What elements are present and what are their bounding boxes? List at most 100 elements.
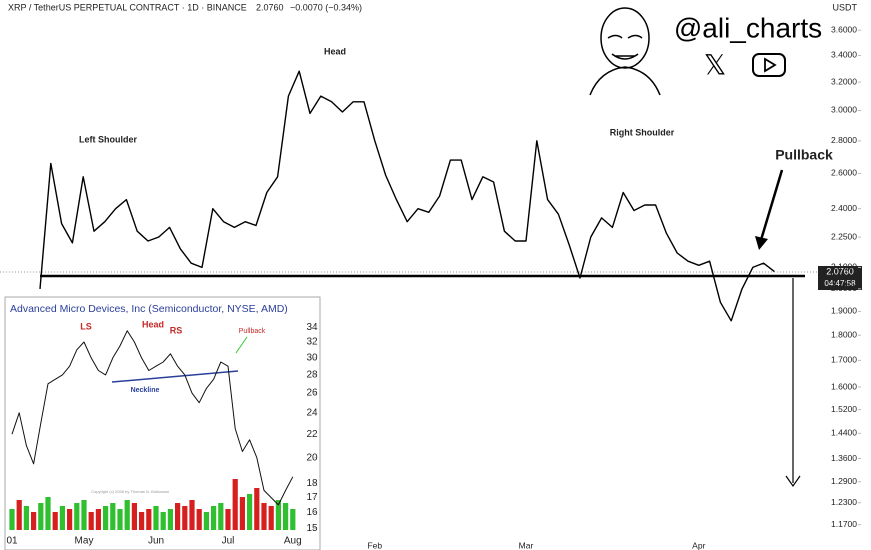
- x-tick-label: May: [75, 536, 94, 547]
- unit-label: USDT: [833, 2, 858, 12]
- annotation: Head: [142, 319, 164, 329]
- volume-bar: [131, 503, 137, 530]
- volume-bar: [31, 512, 37, 530]
- x-icon: 𝕏: [704, 49, 727, 80]
- y-tick-label: 1.2900: [831, 476, 857, 486]
- volume-bar: [9, 509, 15, 530]
- volume-bar: [239, 497, 245, 530]
- price-box: [818, 266, 862, 290]
- volume-bar: [59, 506, 65, 530]
- volume-bar: [16, 500, 22, 530]
- annotation: Pullback: [239, 328, 266, 335]
- price: 2.0760: [256, 2, 284, 12]
- y-tick-label: 17: [306, 492, 318, 503]
- y-tick-label: 2.6000: [831, 168, 857, 178]
- volume-bar: [146, 509, 152, 530]
- y-tick-label: 20: [306, 452, 318, 463]
- arrow-head: [755, 236, 768, 250]
- y-tick-label: 16: [306, 507, 318, 518]
- y-tick-label: 1.1700: [831, 519, 857, 529]
- price-line: [39, 70, 775, 322]
- x-tick-label: 01: [6, 536, 18, 547]
- annotation: Pullback: [775, 147, 833, 163]
- y-tick-label: 3.4000: [831, 50, 857, 60]
- volume-bar: [38, 503, 44, 530]
- y-tick-label: 28: [306, 370, 318, 381]
- volume-bar: [189, 500, 195, 530]
- annotation: Right Shoulder: [610, 127, 675, 137]
- inset: Advanced Micro Devices, Inc (Semiconduct…: [4, 296, 321, 550]
- y-tick-label: 1.7000: [831, 355, 857, 365]
- annotation: Head: [324, 46, 346, 56]
- volume-bar: [247, 494, 253, 530]
- y-tick-label: 18: [306, 478, 318, 489]
- volume-bar: [160, 512, 166, 530]
- x-tick-label: Jun: [148, 536, 164, 547]
- copyright: Copyright (c) 2006 by Thomas N. Bulkowsk…: [91, 489, 169, 494]
- handle: @ali_charts: [674, 12, 822, 43]
- volume-bar: [117, 509, 123, 530]
- annotation: RS: [170, 325, 183, 335]
- y-tick-label: 1.9000: [831, 306, 857, 316]
- y-tick-label: 1.3600: [831, 453, 857, 463]
- volume-bar: [211, 506, 217, 530]
- volume-bar: [139, 512, 145, 530]
- volume-bar: [225, 509, 231, 530]
- volume-bar: [45, 497, 51, 530]
- volume-bar: [103, 506, 109, 530]
- y-tick-label: 26: [306, 388, 318, 399]
- pullback-arrow: [235, 336, 248, 354]
- annotation: LS: [80, 321, 92, 331]
- y-tick-label: 1.2300: [831, 497, 857, 507]
- volume-bar: [52, 512, 58, 530]
- volume-bar: [95, 509, 101, 530]
- inset-frame: [4, 296, 321, 550]
- inset-title: Advanced Micro Devices, Inc (Semiconduct…: [10, 303, 288, 315]
- y-tick-label: 2.4000: [831, 203, 857, 213]
- x-tick-label: Mar: [519, 540, 534, 550]
- volume-bar: [110, 503, 116, 530]
- volume-bar: [203, 512, 209, 530]
- volume-bar: [268, 506, 274, 530]
- youtube-play: [764, 57, 777, 73]
- volume-bar: [81, 500, 87, 530]
- x-tick-label: Aug: [284, 536, 302, 547]
- countdown: 04:47:58: [824, 279, 856, 288]
- volume-bar: [290, 509, 296, 530]
- price-line: [11, 330, 294, 506]
- volume-bar: [67, 509, 73, 530]
- volume-bar: [153, 506, 159, 530]
- volume-bar: [254, 488, 260, 530]
- arrow-head: [785, 475, 801, 488]
- y-tick-label: 15: [306, 523, 318, 534]
- y-tick-label: 1.5200: [831, 404, 857, 414]
- y-tick-label: 30: [306, 353, 318, 364]
- y-tick-label: 24: [306, 407, 318, 418]
- x-tick-label: Feb: [367, 540, 382, 550]
- volume-bar: [182, 506, 188, 530]
- y-tick-label: 1.4400: [831, 428, 857, 438]
- chart-title: XRP / TetherUS PERPETUAL CONTRACT · 1D ·…: [8, 2, 247, 12]
- y-tick-label: 2.1000: [831, 262, 857, 272]
- change: −0.0070 (−0.34%): [290, 2, 362, 12]
- volume-bar: [218, 503, 224, 530]
- avatar: [589, 7, 661, 96]
- volume-bar: [275, 500, 281, 530]
- volume-bar: [175, 503, 181, 530]
- y-tick-label: 1.8000: [831, 329, 857, 339]
- y-tick-label: 34: [306, 322, 318, 333]
- volume-bar: [283, 503, 289, 530]
- y-tick-label: 22: [306, 429, 318, 440]
- annotation: Left Shoulder: [79, 134, 137, 144]
- youtube-icon: [752, 53, 786, 77]
- y-tick-label: 2.2500: [831, 231, 857, 241]
- volume-bar: [196, 509, 202, 530]
- y-tick-label: 1.6000: [831, 381, 857, 391]
- volume-bar: [124, 500, 130, 530]
- pullback-arrow: [759, 169, 784, 241]
- y-tick-label: 2.8000: [831, 135, 857, 145]
- y-tick-label: 3.0000: [831, 105, 857, 115]
- volume-bar: [261, 503, 267, 530]
- volume-bar: [167, 509, 173, 530]
- volume-bar: [23, 506, 29, 530]
